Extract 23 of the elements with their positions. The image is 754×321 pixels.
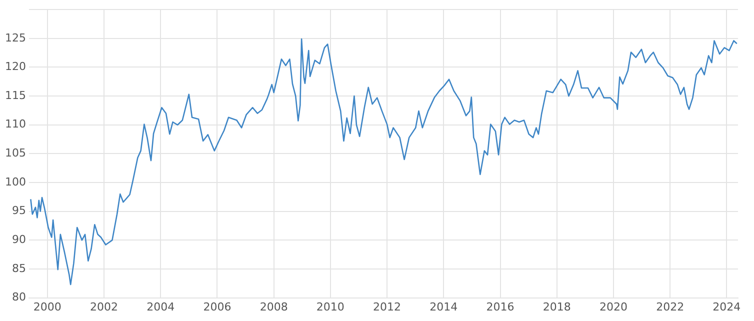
x-tick-label: 2014 — [430, 300, 458, 314]
y-tick-label: 95 — [12, 204, 26, 218]
y-tick-label: 80 — [12, 290, 26, 304]
y-tick-label: 125 — [4, 31, 26, 44]
y-tick-label: 105 — [4, 146, 26, 160]
y-tick-label: 90 — [12, 233, 26, 246]
y-tick-label: 85 — [12, 262, 26, 275]
y-tick-label: 120 — [4, 60, 26, 74]
y-tick-label: 100 — [4, 175, 26, 188]
x-tick-label: 2016 — [486, 300, 514, 314]
x-tick-label: 2018 — [542, 300, 571, 314]
x-tick-label: 2002 — [90, 300, 118, 314]
x-tick-label: 2022 — [656, 300, 684, 314]
x-tick-label: 2004 — [146, 300, 175, 314]
x-tick-label: 2010 — [316, 300, 344, 314]
y-tick-label: 110 — [4, 118, 26, 131]
x-tick-label: 2024 — [712, 300, 741, 314]
x-tick-label: 2020 — [599, 300, 628, 314]
x-tick-label: 2000 — [33, 300, 62, 314]
x-tick-label: 2008 — [260, 300, 288, 314]
x-tick-label: 2006 — [203, 300, 232, 314]
y-tick-label: 115 — [4, 88, 26, 102]
x-tick-label: 2012 — [373, 300, 402, 314]
